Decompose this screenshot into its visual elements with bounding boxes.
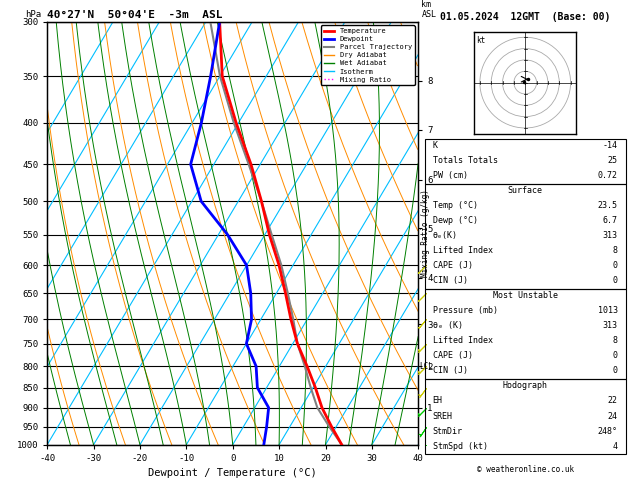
Bar <box>425 379 626 454</box>
Text: kt: kt <box>476 36 486 45</box>
Text: StmDir: StmDir <box>433 427 462 435</box>
Text: 0: 0 <box>613 366 618 375</box>
Text: 6.7: 6.7 <box>603 216 618 225</box>
Text: km
ASL: km ASL <box>421 0 437 19</box>
Text: Surface: Surface <box>508 186 543 195</box>
Text: 0.72: 0.72 <box>598 171 618 180</box>
Text: Pressure (mb): Pressure (mb) <box>433 306 498 315</box>
Text: CAPE (J): CAPE (J) <box>433 261 472 270</box>
Text: θₑ(K): θₑ(K) <box>433 231 458 240</box>
Text: 8: 8 <box>613 336 618 346</box>
Text: 8: 8 <box>613 246 618 255</box>
Text: LCL: LCL <box>420 362 433 371</box>
Text: SREH: SREH <box>433 412 453 420</box>
Text: Dewp (°C): Dewp (°C) <box>433 216 477 225</box>
Text: PW (cm): PW (cm) <box>433 171 467 180</box>
X-axis label: Dewpoint / Temperature (°C): Dewpoint / Temperature (°C) <box>148 469 317 478</box>
Text: Lifted Index: Lifted Index <box>433 336 493 346</box>
Text: Hodograph: Hodograph <box>503 382 548 390</box>
Text: 24: 24 <box>608 412 618 420</box>
Text: CIN (J): CIN (J) <box>433 366 467 375</box>
Text: Totals Totals: Totals Totals <box>433 156 498 165</box>
Text: θₑ (K): θₑ (K) <box>433 321 462 330</box>
Bar <box>425 139 626 184</box>
Bar <box>425 289 626 379</box>
Text: 23.5: 23.5 <box>598 201 618 210</box>
Text: 25: 25 <box>608 156 618 165</box>
Text: 248°: 248° <box>598 427 618 435</box>
Text: © weatheronline.co.uk: © weatheronline.co.uk <box>477 465 574 474</box>
Text: 01.05.2024  12GMT  (Base: 00): 01.05.2024 12GMT (Base: 00) <box>440 12 610 22</box>
Text: 22: 22 <box>608 397 618 405</box>
Text: Temp (°C): Temp (°C) <box>433 201 477 210</box>
Text: 0: 0 <box>613 351 618 360</box>
Bar <box>425 184 626 289</box>
Text: Mixing Ratio (g/kg): Mixing Ratio (g/kg) <box>421 190 430 277</box>
Text: 0: 0 <box>613 261 618 270</box>
Text: hPa: hPa <box>25 10 41 19</box>
Legend: Temperature, Dewpoint, Parcel Trajectory, Dry Adiabat, Wet Adiabat, Isotherm, Mi: Temperature, Dewpoint, Parcel Trajectory… <box>321 25 415 86</box>
Text: 313: 313 <box>603 321 618 330</box>
Text: Most Unstable: Most Unstable <box>493 291 558 300</box>
Text: 40°27'N  50°04'E  -3m  ASL: 40°27'N 50°04'E -3m ASL <box>47 10 223 20</box>
Text: 1013: 1013 <box>598 306 618 315</box>
Text: 4: 4 <box>613 442 618 451</box>
Text: 313: 313 <box>603 231 618 240</box>
Text: -14: -14 <box>603 141 618 150</box>
Text: CIN (J): CIN (J) <box>433 276 467 285</box>
Text: 0: 0 <box>613 276 618 285</box>
Text: CAPE (J): CAPE (J) <box>433 351 472 360</box>
Text: StmSpd (kt): StmSpd (kt) <box>433 442 487 451</box>
Text: K: K <box>433 141 438 150</box>
Text: EH: EH <box>433 397 443 405</box>
Text: Lifted Index: Lifted Index <box>433 246 493 255</box>
